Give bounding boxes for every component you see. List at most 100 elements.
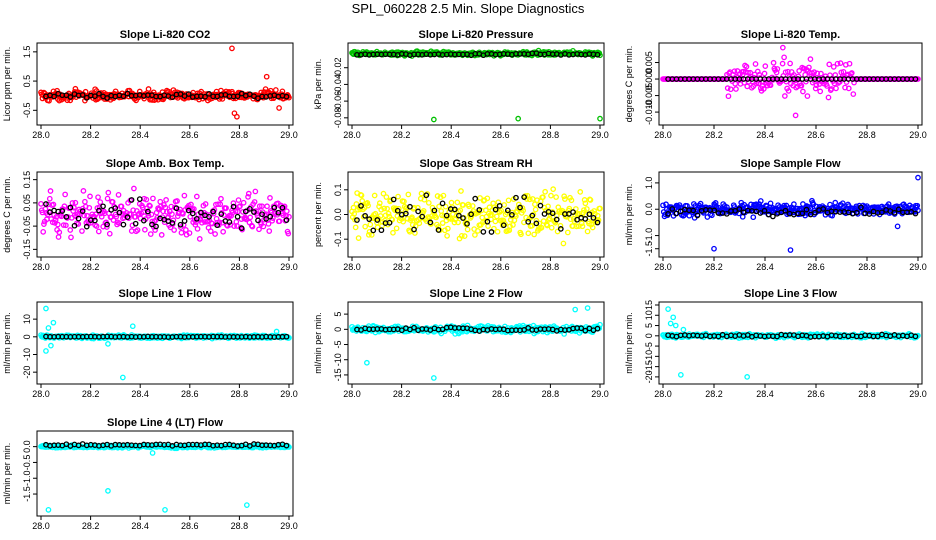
- overlay-point: [694, 212, 701, 219]
- x-tick-label: 29.0: [280, 262, 298, 272]
- data-point: [265, 220, 272, 227]
- overlay-point: [358, 203, 364, 209]
- x-tick-label: 28.6: [492, 262, 510, 272]
- y-tick-label: -1.0: [22, 470, 32, 486]
- overlay-point: [112, 205, 119, 211]
- overlay-point: [283, 217, 290, 223]
- overlay-point: [723, 210, 730, 217]
- data-point: [745, 69, 751, 76]
- plot-frame: [658, 42, 923, 126]
- overlay-point: [435, 227, 442, 233]
- x-tick-label: 28.2: [82, 521, 100, 531]
- x-tick-label: 28.0: [654, 262, 672, 272]
- y-tick-label: -20: [644, 370, 654, 383]
- data-point: [390, 229, 396, 236]
- outlier-point: [45, 325, 52, 331]
- overlay-point: [456, 212, 462, 219]
- data-point: [578, 220, 585, 227]
- x-tick-label: 28.4: [442, 262, 460, 272]
- data-point: [575, 223, 582, 230]
- data-point: [562, 196, 568, 202]
- overlay-point: [185, 207, 192, 214]
- data-point: [134, 227, 141, 233]
- x-tick-label: 28.4: [756, 262, 774, 272]
- outlier-point: [787, 247, 794, 253]
- overlay-point: [267, 213, 274, 220]
- data-point: [444, 232, 450, 239]
- x-tick-label: 29.0: [591, 389, 609, 399]
- overlay-point: [67, 204, 74, 211]
- data-point: [433, 214, 439, 221]
- data-point: [150, 195, 156, 202]
- data-point: [468, 213, 475, 220]
- data-point: [280, 212, 286, 219]
- data-point: [525, 230, 532, 237]
- y-tick-label: -1.0: [644, 228, 654, 244]
- overlay-point: [533, 220, 540, 227]
- data-point: [584, 228, 591, 235]
- y-tick-label: 0: [333, 327, 343, 332]
- data-point: [812, 85, 819, 92]
- y-tick-label: -0.005: [644, 83, 654, 109]
- data-point: [597, 321, 603, 328]
- data-point: [358, 192, 365, 199]
- overlay-point: [153, 223, 159, 230]
- y-tick-label: -0.06: [333, 91, 343, 112]
- data-point: [532, 201, 538, 208]
- data-point: [352, 224, 359, 231]
- data-point: [147, 231, 154, 237]
- data-point: [532, 206, 539, 213]
- x-tick-label: 28.4: [131, 262, 149, 272]
- overlay-point: [83, 94, 90, 101]
- y-tick-label: 0.15: [22, 171, 32, 189]
- data-point: [494, 228, 501, 235]
- data-point: [548, 192, 554, 199]
- data-point: [750, 214, 757, 221]
- data-point: [498, 207, 505, 214]
- overlay-point: [259, 211, 265, 218]
- data-point: [457, 207, 464, 214]
- data-point: [39, 209, 46, 216]
- data-point: [54, 87, 60, 94]
- overlay-point: [799, 210, 806, 217]
- data-point: [787, 60, 793, 67]
- x-tick-label: 28.6: [181, 262, 199, 272]
- data-point: [41, 221, 47, 227]
- x-tick-label: 28.8: [231, 262, 249, 272]
- plot-frame: [36, 301, 294, 385]
- data-point: [384, 205, 390, 212]
- overlay-point: [407, 203, 413, 210]
- x-tick-label: 28.4: [131, 130, 149, 140]
- data-point: [581, 207, 587, 213]
- data-point: [69, 200, 76, 206]
- overlay-point: [468, 211, 474, 218]
- data-point: [782, 93, 788, 99]
- data-point: [209, 220, 216, 227]
- data-point: [441, 213, 448, 219]
- data-point: [421, 196, 428, 203]
- data-point: [529, 222, 535, 229]
- y-axis-label: ml/min per min.: [2, 443, 12, 505]
- data-point: [249, 223, 256, 230]
- overlay-point: [366, 216, 373, 223]
- data-point: [234, 208, 241, 215]
- chart-panel: Slope Li-820 Pressure kPa per min. 28.0 28.…: [313, 29, 609, 140]
- data-point: [577, 189, 584, 195]
- data-point: [231, 223, 237, 229]
- data-point: [362, 223, 369, 230]
- data-point: [47, 188, 54, 194]
- data-point: [760, 86, 767, 92]
- data-point: [87, 219, 94, 226]
- panel-title: Slope Gas Stream RH: [419, 158, 532, 170]
- data-point: [591, 208, 597, 214]
- data-point: [444, 225, 451, 232]
- overlay-point: [594, 325, 601, 332]
- overlay-point: [283, 93, 290, 100]
- y-tick-label: -0.1: [333, 231, 343, 247]
- data-point: [115, 191, 122, 198]
- overlay-point: [279, 204, 286, 211]
- x-tick-label: 28.8: [231, 389, 249, 399]
- data-point: [106, 230, 113, 237]
- data-point: [186, 230, 193, 236]
- data-point: [252, 188, 259, 195]
